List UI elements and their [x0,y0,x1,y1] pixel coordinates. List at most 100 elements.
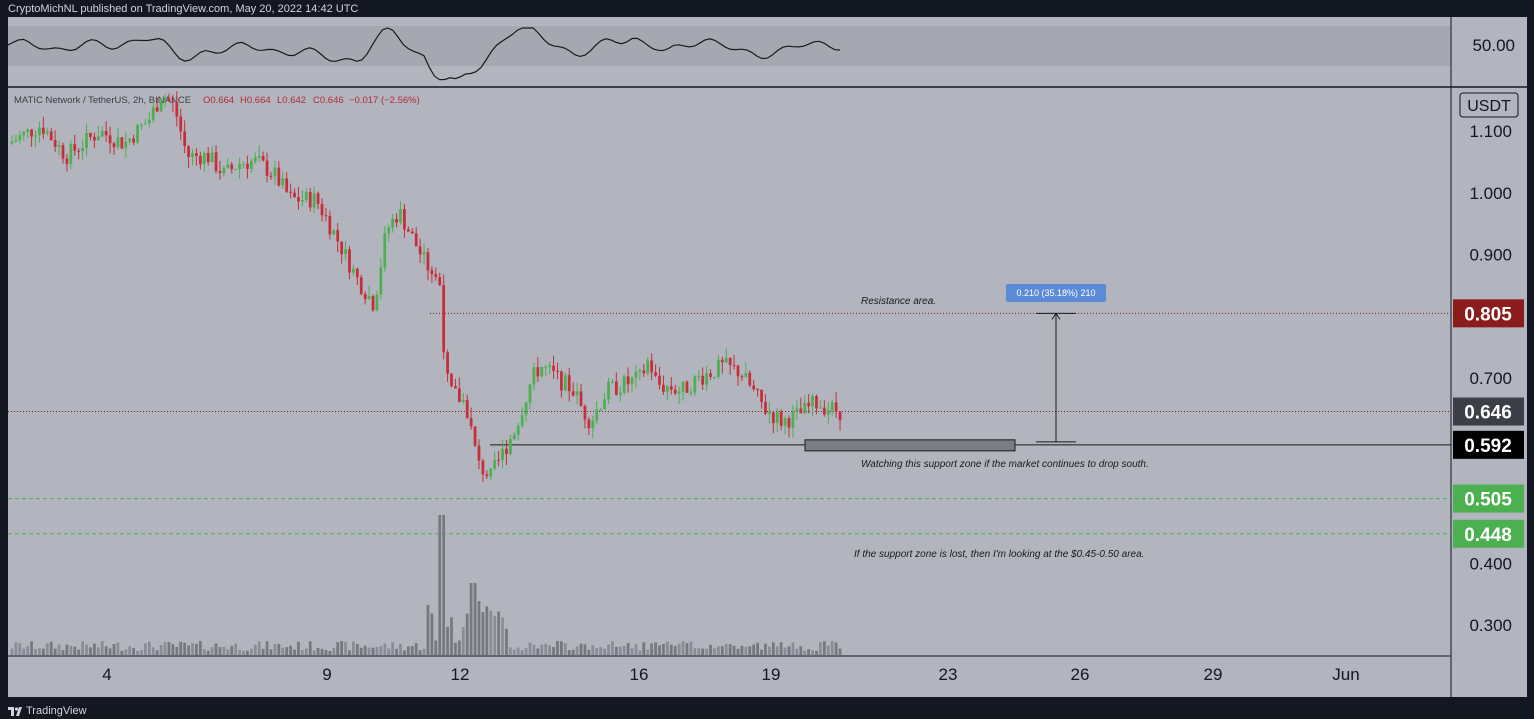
price-axis-background[interactable] [1451,17,1527,697]
volume-bar [819,642,822,655]
candle-body [552,365,555,371]
volume-bar [563,643,567,655]
volume-bar [128,646,132,655]
volume-bar [375,646,379,655]
candle-body [246,163,249,169]
volume-bar [713,648,716,655]
candle-body [238,163,241,170]
candle-body [45,131,49,134]
volume-bar [30,641,33,655]
volume-bar [638,650,642,655]
volume-bar [399,643,402,655]
candle-body [324,215,328,217]
volume-bar [599,647,603,655]
candle-body [587,419,591,429]
candle-body [352,268,355,273]
volume-bar [140,649,143,655]
volume-layer [10,515,842,655]
currency-button[interactable] [1459,92,1519,118]
candle-body [599,409,603,411]
last-price-price-label: 0.646 [1464,403,1512,424]
support-annotation[interactable]: Watching this support zone if the market… [861,459,1149,470]
volume-bar [14,642,18,655]
candle-body [819,407,822,409]
candle-body [524,402,528,416]
volume-bar [171,644,175,655]
volume-bar [234,643,238,655]
volume-bar [560,641,563,655]
volume-bar [709,644,712,655]
time-tick-label: 19 [762,665,781,684]
candle-body [53,140,57,147]
volume-bar [301,650,304,655]
volume-bar [634,644,638,655]
candle-body [709,373,712,377]
candle-body [430,270,434,275]
candle-body [501,448,504,461]
volume-bar [442,515,446,655]
volume-bar [391,642,395,655]
candle-body [434,274,438,277]
volume-bar [454,642,457,655]
candle-body [316,193,320,204]
candle-body [622,376,626,393]
candle-body [230,164,234,170]
candle-body [724,357,728,363]
volume-bar [136,650,139,655]
volume-bar [760,649,763,655]
candle-body [426,252,430,271]
volume-bar [418,650,422,655]
volume-bar [261,648,265,655]
candle-body [461,399,465,403]
volume-bar [89,647,92,655]
candle-body [465,399,469,419]
volume-bar [383,643,387,655]
candle-body [340,241,343,255]
volume-bar [226,649,230,655]
candle-body [10,141,14,144]
volume-bar [485,606,489,655]
volume-bar [426,605,430,655]
candle-body [795,408,799,412]
volume-bar [465,613,469,655]
volume-bar [179,641,183,655]
candle-body [477,445,481,461]
measure-tool[interactable]: 0.210 (35.18%) 210 [1006,284,1106,443]
candle-body [214,152,218,172]
support-zone-box[interactable] [804,439,1016,452]
lower-annotation[interactable]: If the support zone is lost, then I'm lo… [854,549,1144,560]
volume-bar [834,642,838,655]
candle-body [485,474,489,477]
candle-body [289,191,292,193]
candle-body [293,192,296,198]
volume-bar [536,648,540,655]
candle-body [646,360,650,374]
candle-body [96,136,100,141]
time-tick-label: 9 [322,665,331,684]
candle-body [116,137,120,148]
time-tick-label: Jun [1332,665,1359,684]
volume-bar [775,646,779,655]
volume-bar [434,640,438,655]
volume-bar [446,626,449,655]
candle-body [783,418,787,426]
volume-bar [183,642,187,655]
candle-body [689,392,693,394]
volume-bar [26,646,30,655]
volume-bar [822,641,826,655]
candle-body [442,285,446,353]
volume-bar [18,643,22,655]
volume-bar [422,648,426,655]
volume-bar [367,647,371,655]
volume-bar [658,645,661,655]
rsi-line [7,27,841,81]
volume-bar [100,641,104,655]
candle-body [312,193,316,208]
resistance-annotation[interactable]: Resistance area. [861,296,936,307]
candle-body [344,249,347,255]
candle-body [607,381,610,400]
legend-symbol: MATIC Network / TetherUS, 2h, BINANCE [14,95,191,106]
resistance-price-label: 0.805 [1464,304,1512,325]
volume-bar [406,646,410,655]
